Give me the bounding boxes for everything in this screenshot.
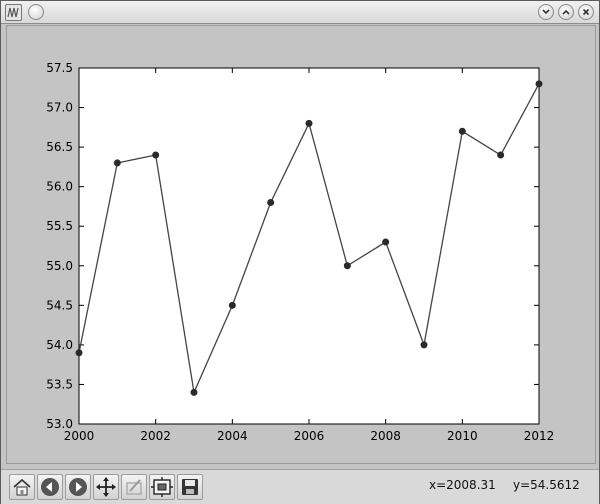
data-point [113,159,121,167]
y-tick-label: 56.0 [46,180,73,194]
cursor-x-readout: x=2008.31 [429,478,496,492]
cursor-y-readout: y=54.5612 [513,478,580,492]
data-point [535,80,543,88]
pan-button[interactable] [93,474,119,500]
close-button[interactable] [578,4,594,20]
axes-frame [78,67,540,425]
y-tick-label: 53.0 [46,417,73,431]
title-bar [1,1,599,24]
forward-button[interactable] [65,474,91,500]
y-tick-label: 56.5 [46,140,73,154]
window-menu-button[interactable] [28,4,44,20]
y-tick-label: 54.5 [46,298,73,312]
data-point [190,388,198,396]
data-point [228,301,236,309]
back-button[interactable] [37,474,63,500]
data-point [458,127,466,135]
x-tick-label: 2012 [524,429,555,443]
x-tick-label: 2008 [370,429,401,443]
data-point [75,349,83,357]
y-tick-label: 57.0 [46,101,73,115]
y-tick-label: 53.5 [46,377,73,391]
y-tick-label: 55.5 [46,219,73,233]
maximize-button[interactable] [558,4,574,20]
x-tick-label: 2006 [294,429,325,443]
navigation-toolbar: x=2008.31 y=54.5612 [1,469,599,504]
data-point [382,238,390,246]
figure-canvas[interactable]: 53.0 53.5 54.0 54.5 55.0 55.5 56.0 56.5 57.0 57.5… [6,25,596,464]
minimize-button[interactable] [538,4,554,20]
save-button[interactable] [177,474,203,500]
line-chart: 53.0 53.5 54.0 54.5 55.0 55.5 56.0 56.5 57.0 57.5… [46,61,555,443]
y-tick-label: 55.0 [46,259,73,273]
y-tick-label: 54.0 [46,338,73,352]
data-point [267,198,275,206]
data-point [497,151,505,159]
x-tick-label: 2000 [64,429,95,443]
y-tick-label: 57.5 [46,61,73,75]
data-point [152,151,160,159]
data-point [420,341,428,349]
app-logo-icon [5,4,22,21]
x-tick-label: 2002 [140,429,171,443]
zoom-button[interactable] [121,474,147,500]
data-point [305,119,313,127]
data-point [343,262,351,270]
home-button[interactable] [9,474,35,500]
x-tick-label: 2004 [217,429,248,443]
x-tick-label: 2010 [447,429,478,443]
subplots-button[interactable] [149,474,175,500]
